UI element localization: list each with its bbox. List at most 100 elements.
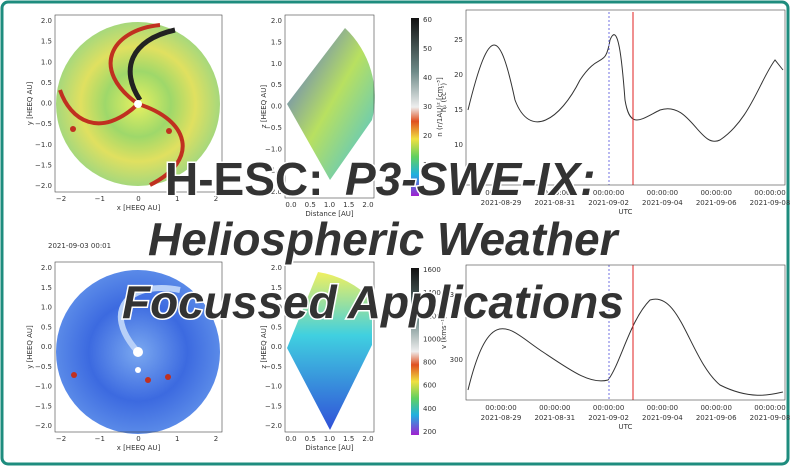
y-tick-label: 2.0 bbox=[41, 264, 52, 272]
y-tick-label: −1.0 bbox=[35, 383, 52, 391]
y-tick-label: 15 bbox=[454, 106, 463, 114]
colorbar-tick-label: 50 bbox=[423, 45, 432, 53]
planet bbox=[166, 128, 172, 134]
x-tick-date: 2021-09-04 bbox=[642, 199, 683, 207]
colorbar-tick-label: 60 bbox=[423, 16, 432, 24]
x-tick-label: 0.0 bbox=[285, 435, 296, 443]
x-tick-label: −2 bbox=[56, 195, 66, 203]
y-tick-label: −2.0 bbox=[265, 422, 282, 430]
colorbar-tick-label: 200 bbox=[423, 428, 436, 436]
y-tick-label: −1.5 bbox=[35, 402, 52, 410]
planet bbox=[145, 377, 151, 383]
y-tick-label: 25 bbox=[454, 36, 463, 44]
sun bbox=[133, 347, 143, 357]
title-line: Heliospheric Weather bbox=[148, 213, 620, 265]
slide: 2021-09-03 00:01 −2−10122.01.51.00.50.0−… bbox=[0, 0, 790, 466]
x-tick-label: −1 bbox=[95, 435, 105, 443]
x-tick-time: 00:00:00 bbox=[593, 404, 624, 412]
x-axis-label: UTC bbox=[619, 208, 633, 216]
y-tick-label: 2.0 bbox=[271, 264, 282, 272]
y-tick-label: 300 bbox=[450, 356, 463, 364]
planet bbox=[70, 126, 76, 132]
y-tick-label: 0.0 bbox=[271, 343, 282, 351]
sun bbox=[134, 100, 142, 108]
x-tick-time: 00:00:00 bbox=[647, 404, 678, 412]
y-tick-label: −1.0 bbox=[265, 383, 282, 391]
y-tick-label: 1.0 bbox=[41, 304, 52, 312]
x-tick-time: 00:00:00 bbox=[485, 404, 516, 412]
planet bbox=[71, 372, 77, 378]
x-tick-date: 2021-08-29 bbox=[481, 414, 522, 422]
x-tick-label: 2 bbox=[214, 435, 218, 443]
density-curve bbox=[468, 35, 783, 142]
planet bbox=[135, 367, 141, 373]
y-tick-label: −0.5 bbox=[35, 120, 52, 128]
y-tick-label: −2.0 bbox=[35, 422, 52, 430]
x-axis-label: x [HEEQ AU] bbox=[117, 444, 161, 452]
colorbar-tick-label: 40 bbox=[423, 74, 432, 82]
x-tick-label: 1.5 bbox=[343, 435, 354, 443]
x-tick-label: 0 bbox=[136, 435, 140, 443]
x-tick-time: 00:00:00 bbox=[700, 404, 731, 412]
colorbar-tick-label: 20 bbox=[423, 132, 432, 140]
y-axis-label: y [HEEQ AU] bbox=[26, 325, 34, 369]
x-tick-time: 00:00:00 bbox=[700, 189, 731, 197]
timestamp: 2021-09-03 00:01 bbox=[48, 242, 111, 250]
title-prefix: H-ESC: bbox=[165, 153, 323, 205]
y-axis-label: z [HEEQ AU] bbox=[260, 85, 268, 128]
x-tick-date: 2021-09-08 bbox=[750, 414, 790, 422]
colorbar-tick-label: 1000 bbox=[423, 335, 441, 343]
y-tick-label: 0.5 bbox=[271, 81, 282, 89]
x-tick-date: 2021-09-06 bbox=[696, 414, 737, 422]
x-tick-label: 0 bbox=[136, 195, 140, 203]
x-tick-time: 00:00:00 bbox=[647, 189, 678, 197]
y-axis-label: nₚ (cc⁻¹) bbox=[440, 83, 448, 113]
x-tick-date: 2021-09-08 bbox=[750, 199, 790, 207]
x-tick-label: −1 bbox=[95, 195, 105, 203]
x-tick-label: 1 bbox=[175, 435, 179, 443]
y-tick-label: 0.5 bbox=[41, 79, 52, 87]
y-tick-label: 2.0 bbox=[41, 17, 52, 25]
x-tick-time: 00:00:00 bbox=[539, 404, 570, 412]
x-tick-date: 2021-09-02 bbox=[588, 414, 629, 422]
x-tick-label: 2.0 bbox=[362, 435, 373, 443]
y-tick-label: 1.0 bbox=[41, 58, 52, 66]
x-tick-label: 1.0 bbox=[324, 435, 335, 443]
y-tick-label: 1.5 bbox=[271, 38, 282, 46]
y-tick-label: 0.0 bbox=[41, 343, 52, 351]
x-tick-date: 2021-09-04 bbox=[642, 414, 683, 422]
y-axis-label: y [HEEQ AU] bbox=[26, 81, 34, 125]
title-line: Focussed Applications bbox=[122, 276, 624, 328]
x-tick-label: −2 bbox=[56, 435, 66, 443]
y-tick-label: −1.0 bbox=[35, 141, 52, 149]
x-tick-date: 2021-09-06 bbox=[696, 199, 737, 207]
x-tick-time: 00:00:00 bbox=[754, 404, 785, 412]
y-tick-label: 2.0 bbox=[271, 17, 282, 25]
colorbar-tick-label: 400 bbox=[423, 405, 436, 413]
y-tick-label: 20 bbox=[454, 71, 463, 79]
x-tick-label: 1.0 bbox=[324, 201, 335, 209]
colorbar-tick-label: 800 bbox=[423, 359, 436, 367]
y-tick-label: −0.5 bbox=[35, 363, 52, 371]
y-tick-label: −1.5 bbox=[265, 402, 282, 410]
x-axis-label: UTC bbox=[619, 423, 633, 431]
y-tick-label: 1.5 bbox=[41, 284, 52, 292]
colorbar-tick-label: 30 bbox=[423, 103, 432, 111]
x-tick-time: 00:00:00 bbox=[754, 189, 785, 197]
y-tick-label: −1.5 bbox=[35, 161, 52, 169]
y-tick-label: −2.0 bbox=[35, 182, 52, 190]
colorbar-tick-label: 1600 bbox=[423, 266, 441, 274]
x-tick-date: 2021-08-31 bbox=[534, 414, 575, 422]
x-tick-label: 0.5 bbox=[305, 435, 316, 443]
x-axis-label: Distance [AU] bbox=[305, 444, 353, 452]
y-tick-label: 10 bbox=[454, 141, 463, 149]
y-axis-label: z [HEEQ AU] bbox=[260, 325, 268, 368]
y-tick-label: 1.0 bbox=[271, 60, 282, 68]
y-tick-label: 0.0 bbox=[271, 103, 282, 111]
colorbar-tick-label: 600 bbox=[423, 382, 436, 390]
y-tick-label: 0.0 bbox=[41, 100, 52, 108]
title-code: P3-SWE-IX: bbox=[345, 153, 595, 205]
planet bbox=[165, 374, 171, 380]
y-tick-label: 1.5 bbox=[41, 38, 52, 46]
x-axis-label: x [HEEQ AU] bbox=[117, 204, 161, 212]
